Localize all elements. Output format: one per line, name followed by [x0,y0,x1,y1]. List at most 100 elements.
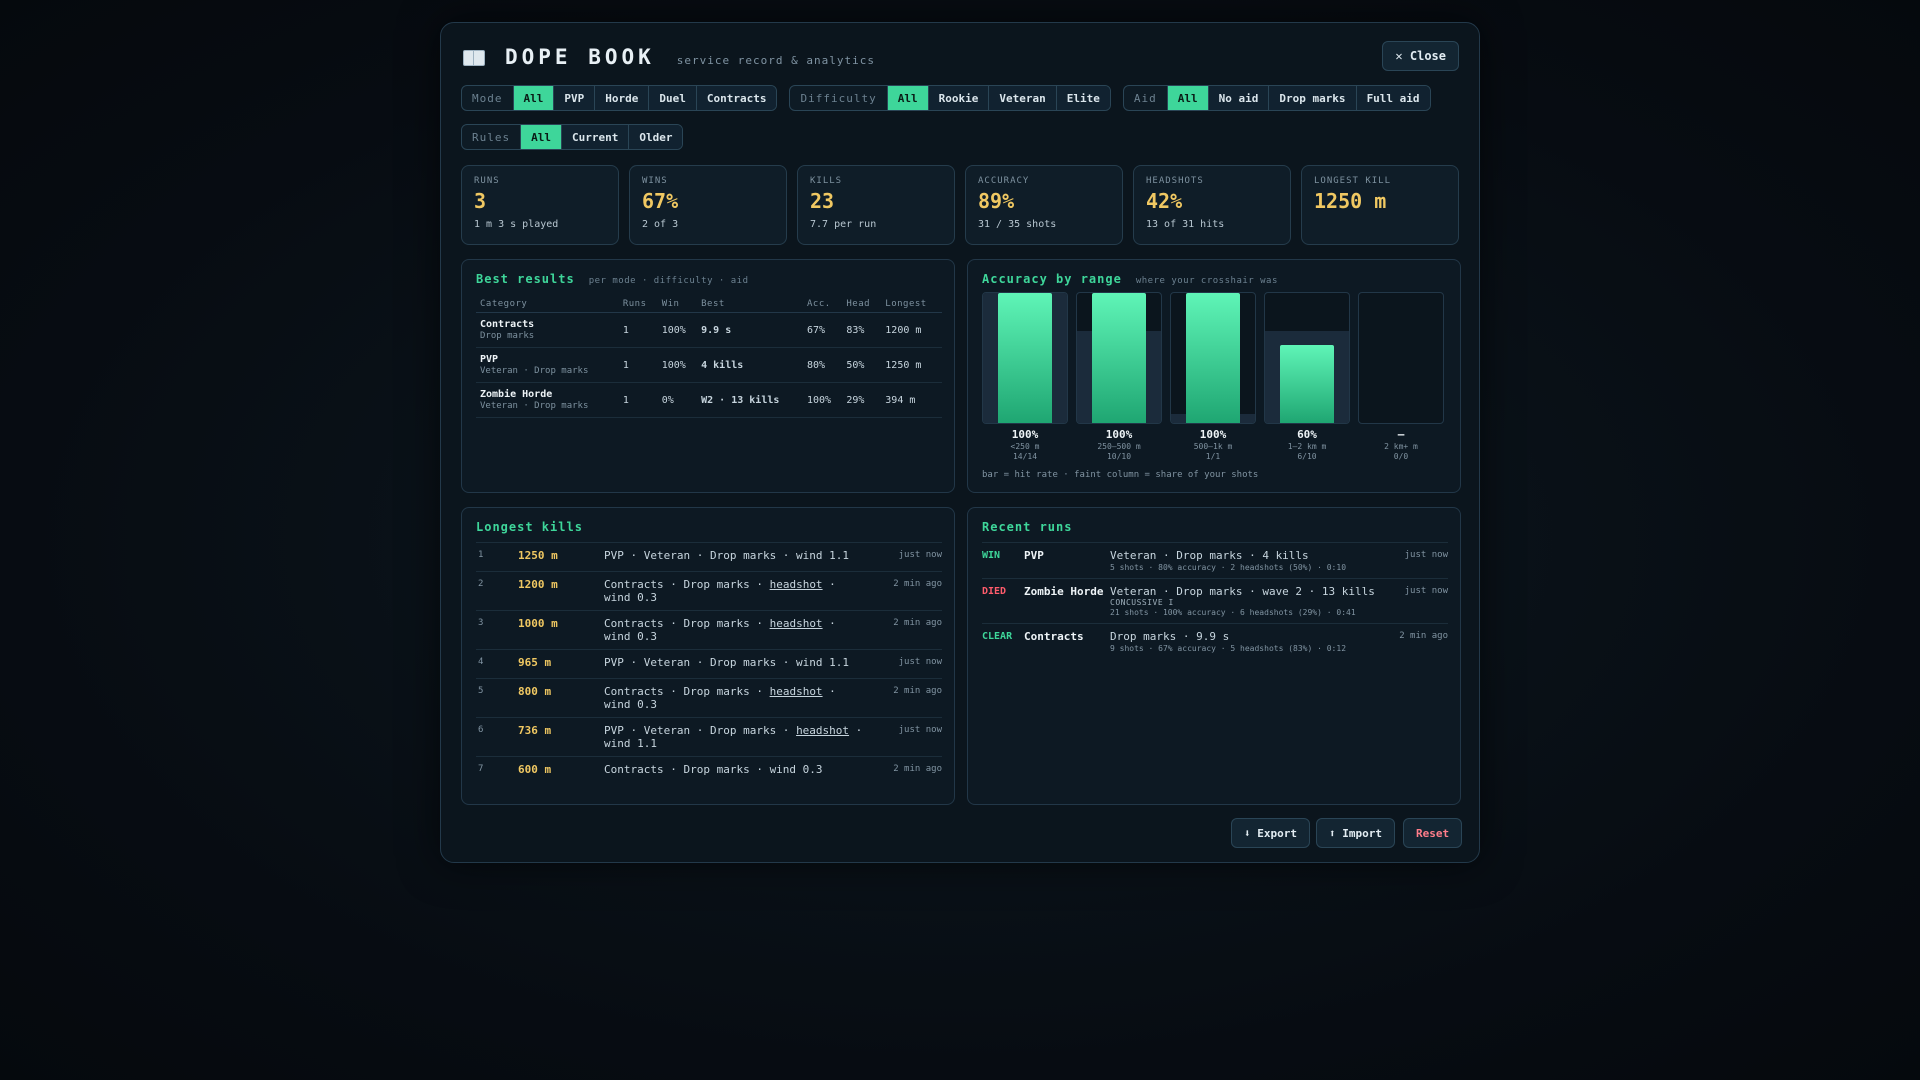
kill-row: 6 736 m PVP · Veteran · Drop marks · heads… [476,717,942,756]
longest-cell: 1250 m [881,347,942,383]
aid-chip-drop-marks[interactable]: Drop marks [1268,86,1356,110]
category-name: PVP [480,354,499,365]
run-row: DIED Zombie Horde Veteran · Drop marks · w… [982,578,1448,623]
kill-row: 4 965 m PVP · Veteran · Drop marks · wind … [476,649,942,678]
category-cell: Zombie Horde Veteran · Drop marks [476,382,619,418]
kill-description: Contracts · Drop marks · wind 0.3 [604,763,866,779]
rules-chip-older[interactable]: Older [628,125,683,149]
mode-chip-all[interactable]: All [512,86,554,110]
aid-chip-full-aid[interactable]: Full aid [1355,86,1430,110]
rules-chip-all[interactable]: All [520,125,561,149]
kill-desc-post: · wind 0.3 [604,578,836,604]
acc-cell: 100% [803,382,843,418]
mode-chip-horde[interactable]: Horde [594,86,649,110]
kill-time: just now [898,550,942,560]
kill-time: 2 min ago [893,764,942,774]
stat-value: 3 [474,189,487,213]
aid-chip-no-aid[interactable]: No aid [1207,86,1269,110]
run-detail: 5 shots · 80% accuracy · 2 headshots (50… [1110,563,1347,572]
headshot-tag: headshot [769,685,823,698]
stat-value: 1250 m [1314,189,1387,213]
best-results-table: Category Runs Win Best Acc. Head Longest… [476,296,942,418]
import-button[interactable]: ⬆ Import [1316,818,1395,848]
stat-card-longest-kill: LONGEST KILL 1250 m [1301,165,1459,245]
kill-description: PVP · Veteran · Drop marks · wind 1.1 [604,656,866,672]
table-row: PVP Veteran · Drop marks 1 100% 4 kills 8… [476,347,942,383]
run-summary: Drop marks · 9.9 s [1110,630,1230,643]
stat-sub: 31 / 35 shots [978,219,1057,230]
best-cell: W2 · 13 kills [697,382,803,418]
aid-chip-all[interactable]: All [1166,86,1208,110]
close-button[interactable]: ✕ Close [1382,41,1459,71]
difficulty-chip-elite[interactable]: Elite [1055,86,1110,110]
win-cell: 100% [657,312,698,348]
longest-cell: 1200 m [881,312,942,348]
export-button[interactable]: ⬇ Export [1231,818,1310,848]
kill-row: 7 600 m Contracts · Drop marks · wind 0.3 2… [476,756,942,785]
run-time: just now [1404,586,1448,596]
kill-distance: 965 m [518,656,552,669]
kill-rank: 7 [478,764,484,774]
difficulty-chip-all[interactable]: All [886,86,928,110]
kill-row: 5 800 m Contracts · Drop marks · headshot … [476,678,942,717]
header: DOPE BOOK service record & analytics [463,45,875,69]
headshot-tag: headshot [769,578,823,591]
kill-desc-pre: Contracts · Drop marks · [604,578,770,591]
kill-desc-pre: PVP · Veteran · Drop marks · wind 1.1 [604,549,850,562]
difficulty-chip-rookie[interactable]: Rookie [927,86,989,110]
col-header: Acc. [803,296,843,313]
kill-time: 2 min ago [893,618,942,628]
head-cell: 29% [842,382,882,418]
run-detail: 21 shots · 100% accuracy · 6 headshots (… [1110,608,1356,617]
run-summary: Veteran · Drop marks · 4 kills [1110,549,1309,562]
category-sub: Veteran · Drop marks [480,366,589,376]
runs-cell: 1 [618,312,658,348]
kill-desc-pre: Contracts · Drop marks · [604,685,770,698]
stat-value: 42% [1146,189,1183,213]
kill-description: Contracts · Drop marks · headshot · wind… [604,578,866,604]
bar-count-label: 0/0 [1393,452,1409,461]
best-cell: 4 kills [697,347,803,383]
stat-sub: 7.7 per run [810,219,877,230]
stat-label: KILLS [810,176,843,186]
kill-desc-post: · wind 1.1 [604,724,863,750]
mode-chip-pvp[interactable]: PVP [553,86,595,110]
stat-value: 23 [810,189,835,213]
bar-range-label: <250 m [1010,442,1040,451]
mode-filter-label: Mode [472,91,503,105]
reset-button[interactable]: Reset [1403,818,1463,848]
bar-count-label: 14/14 [1012,452,1038,461]
category-cell: PVP Veteran · Drop marks [476,347,619,383]
bar-background [982,292,1068,424]
category-cell: Contracts Drop marks [476,312,619,348]
mode-chip-duel[interactable]: Duel [648,86,696,110]
headshot-tag: headshot [796,724,850,737]
mode-filter: Mode All PVP Horde Duel Contracts [461,85,778,111]
win-cell: 0% [657,382,698,418]
rules-filter-label: Rules [472,130,511,144]
bar-background [1170,292,1256,424]
run-mode: PVP [1024,549,1044,562]
page-subtitle: service record & analytics [676,53,875,67]
run-summary: Veteran · Drop marks · wave 2 · 13 kills [1110,585,1375,598]
bar-count-label: 6/10 [1297,452,1317,461]
longest-kills-panel: Longest kills 1 1250 m PVP · Veteran · Dro… [461,507,955,805]
page-title: DOPE BOOK [505,45,655,69]
stat-label: HEADSHOTS [1146,176,1204,186]
category-sub: Veteran · Drop marks [480,401,589,411]
panel-subtitle: where your crosshair was [1135,276,1278,286]
bar-value-label: 100% [1105,428,1133,441]
recent-runs-heading: Recent runs [982,520,1072,534]
longest-cell: 394 m [881,382,942,418]
mode-chip-contracts[interactable]: Contracts [695,86,777,110]
kill-description: Contracts · Drop marks · headshot · wind… [604,617,866,643]
run-time: 2 min ago [1399,631,1448,641]
run-mode: Zombie Horde [1024,585,1104,598]
rules-chip-current[interactable]: Current [561,125,629,149]
bar-range-label: 500–1k m [1193,442,1233,451]
hit-rate-bar [1186,293,1240,423]
difficulty-chip-veteran[interactable]: Veteran [988,86,1056,110]
kill-description: PVP · Veteran · Drop marks · headshot · … [604,724,866,750]
